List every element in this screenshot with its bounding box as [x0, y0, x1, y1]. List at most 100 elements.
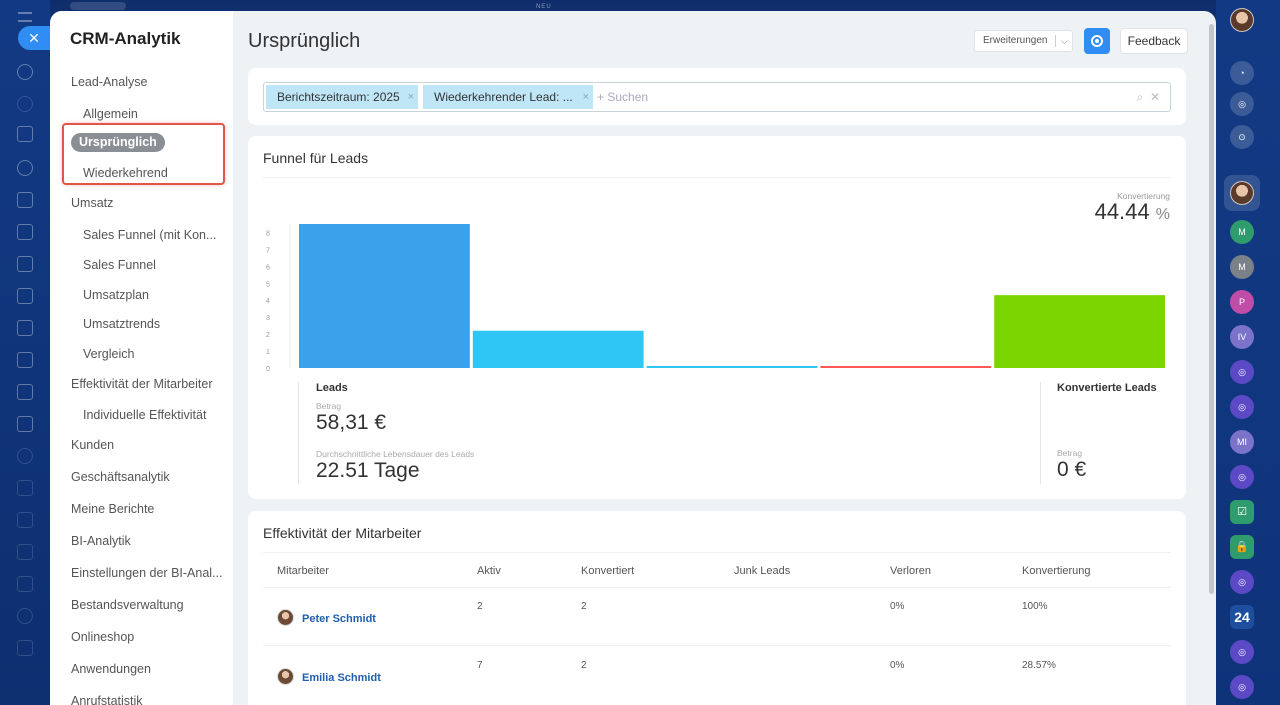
inventory-icon[interactable]	[17, 512, 33, 528]
menu-item-umsatz[interactable]: Umsatz	[71, 196, 114, 210]
remove-filter-icon[interactable]: ×	[407, 91, 414, 103]
documents-icon[interactable]	[17, 192, 33, 208]
top-search-pill[interactable]	[70, 2, 126, 10]
lock-chat-icon[interactable]: 🔒	[1230, 535, 1254, 559]
menu-item-umsatzplan[interactable]: Umsatzplan	[83, 288, 149, 302]
cart-icon[interactable]	[17, 384, 33, 400]
menu-item-meine-berichte[interactable]: Meine Berichte	[71, 502, 155, 516]
menu-item-urspruenglich[interactable]: Ursprünglich	[71, 133, 165, 152]
settings-icon[interactable]	[17, 608, 33, 624]
bitrix24-badge[interactable]: 24	[1230, 605, 1254, 629]
table-cell-lost: 0%	[890, 601, 905, 612]
column-header[interactable]: Aktiv	[477, 565, 501, 577]
menu-item-onlineshop[interactable]: Onlineshop	[71, 630, 135, 644]
y-tick-label: 2	[266, 332, 270, 339]
tasks-icon[interactable]	[17, 126, 33, 142]
funnel-bar[interactable]	[994, 295, 1165, 368]
leads-label: Leads	[316, 382, 348, 394]
copilot-chat-icon[interactable]: ◎	[1230, 465, 1254, 489]
crm-icon[interactable]	[17, 224, 33, 240]
menu-item-bi-analytik[interactable]: BI-Analytik	[71, 534, 131, 548]
column-header[interactable]: Verloren	[890, 565, 931, 577]
copilot-icon[interactable]: ◎	[1230, 92, 1254, 116]
column-header[interactable]: Mitarbeiter	[277, 565, 329, 577]
clear-icon[interactable]: ✕	[1149, 90, 1160, 104]
menu-item-sales-funnel[interactable]: Sales Funnel	[83, 258, 156, 272]
employee-name-link[interactable]: Emilia Schmidt	[302, 672, 381, 684]
copilot-chat-icon[interactable]: ◎	[1230, 570, 1254, 594]
menu-item-wiederkehrend[interactable]: Wiederkehrend	[83, 166, 168, 180]
employee-effectiveness-card: Effektivität der Mitarbeiter Mitarbeiter…	[248, 511, 1186, 705]
chat-search-icon[interactable]: ⊙	[1230, 125, 1254, 149]
chat-avatar[interactable]: MI	[1230, 430, 1254, 454]
user-avatar[interactable]	[1230, 8, 1254, 32]
filter-chip-repeat-lead[interactable]: Wiederkehrender Lead: ... ×	[423, 85, 593, 109]
search-icon[interactable]: ⌕	[1136, 90, 1144, 104]
marketplace-icon[interactable]	[17, 544, 33, 560]
scrollbar[interactable]	[1209, 24, 1214, 594]
chat-avatar[interactable]: M	[1230, 220, 1254, 244]
checklist-icon[interactable]	[17, 320, 33, 336]
menu-item-effektivitaet[interactable]: Effektivität der Mitarbeiter	[71, 377, 213, 391]
telephony-icon[interactable]	[17, 576, 33, 592]
filter-chip-label: Wiederkehrender Lead: ...	[434, 90, 573, 104]
copilot-chat-icon[interactable]: ◎	[1230, 675, 1254, 699]
menu-item-lead-analyse[interactable]: Lead-Analyse	[71, 75, 148, 89]
employee-name-link[interactable]: Peter Schmidt	[302, 613, 376, 625]
more-icon[interactable]	[17, 640, 33, 656]
sites-icon[interactable]	[17, 256, 33, 272]
column-header[interactable]: Konvertiert	[581, 565, 635, 577]
settings-gear-button[interactable]	[1084, 28, 1110, 54]
automation-icon[interactable]	[17, 448, 33, 464]
funnel-bar[interactable]	[299, 224, 470, 368]
column-header[interactable]: Konvertierung	[1022, 565, 1091, 577]
contacts-icon[interactable]	[17, 160, 33, 176]
menu-item-anrufstatistik[interactable]: Anrufstatistik	[71, 694, 143, 705]
menu-item-vergleich[interactable]: Vergleich	[83, 347, 135, 361]
menu-item-umsatztrends[interactable]: Umsatztrends	[83, 317, 161, 331]
divider	[263, 645, 1171, 646]
calendar-icon[interactable]	[17, 288, 33, 304]
menu-item-bestandsverwaltung[interactable]: Bestandsverwaltung	[71, 598, 184, 612]
menu-item-anwendungen[interactable]: Anwendungen	[71, 662, 151, 676]
funnel-bar[interactable]	[820, 366, 992, 368]
menu-item-bi-einstellungen[interactable]: Einstellungen der BI-Anal...	[71, 566, 223, 580]
avatar	[277, 609, 294, 626]
notifications-icon[interactable]: ◔	[1230, 61, 1254, 85]
analytics-icon[interactable]	[17, 352, 33, 368]
table-cell-lost: 0%	[890, 660, 905, 671]
chat-avatar[interactable]: P	[1230, 290, 1254, 314]
funnel-bar[interactable]	[646, 366, 818, 368]
filter-search-box[interactable]: Berichtszeitraum: 2025 × Wiederkehrender…	[263, 82, 1171, 112]
menu-item-sales-funnel-conv[interactable]: Sales Funnel (mit Kon...	[83, 228, 217, 242]
avatar[interactable]	[1230, 181, 1254, 205]
menu-item-individuelle-effektivitaet[interactable]: Individuelle Effektivität	[83, 408, 207, 422]
filter-chip-period[interactable]: Berichtszeitraum: 2025 ×	[266, 85, 418, 109]
feedback-button[interactable]: Feedback	[1120, 28, 1188, 54]
filter-icon[interactable]	[17, 416, 33, 432]
search-input[interactable]: + Suchen	[597, 90, 649, 104]
column-header[interactable]: Junk Leads	[734, 565, 791, 577]
remove-filter-icon[interactable]: ×	[582, 91, 589, 103]
chat-avatar[interactable]: M	[1230, 255, 1254, 279]
left-nav-rail	[0, 0, 50, 705]
menu-item-kunden[interactable]: Kunden	[71, 438, 115, 452]
task-chat-icon[interactable]: ☑	[1230, 500, 1254, 524]
copilot-chat-icon[interactable]: ◎	[1230, 640, 1254, 664]
menu-item-allgemein[interactable]: Allgemein	[83, 107, 138, 121]
menu-item-geschaeftsanalytik[interactable]: Geschäftsanalytik	[71, 470, 170, 484]
menu-title: CRM-Analytik	[70, 29, 181, 48]
amount-value: 58,31 €	[316, 411, 387, 434]
home-icon[interactable]	[17, 64, 33, 80]
sign-icon[interactable]	[17, 480, 33, 496]
feed-icon[interactable]	[17, 96, 33, 112]
close-slider-button[interactable]: ✕	[18, 26, 50, 50]
menu-icon[interactable]	[18, 12, 32, 22]
extensions-dropdown[interactable]: Erweiterungen ⌵	[974, 30, 1073, 52]
conversion-value: 44.44 %	[1095, 199, 1170, 225]
analytics-menu: CRM-Analytik Lead-Analyse Allgemein Ursp…	[50, 11, 233, 705]
funnel-bar[interactable]	[472, 330, 644, 368]
copilot-chat-icon[interactable]: ◎	[1230, 395, 1254, 419]
copilot-chat-icon[interactable]: ◎	[1230, 360, 1254, 384]
chat-avatar[interactable]: IV	[1230, 325, 1254, 349]
